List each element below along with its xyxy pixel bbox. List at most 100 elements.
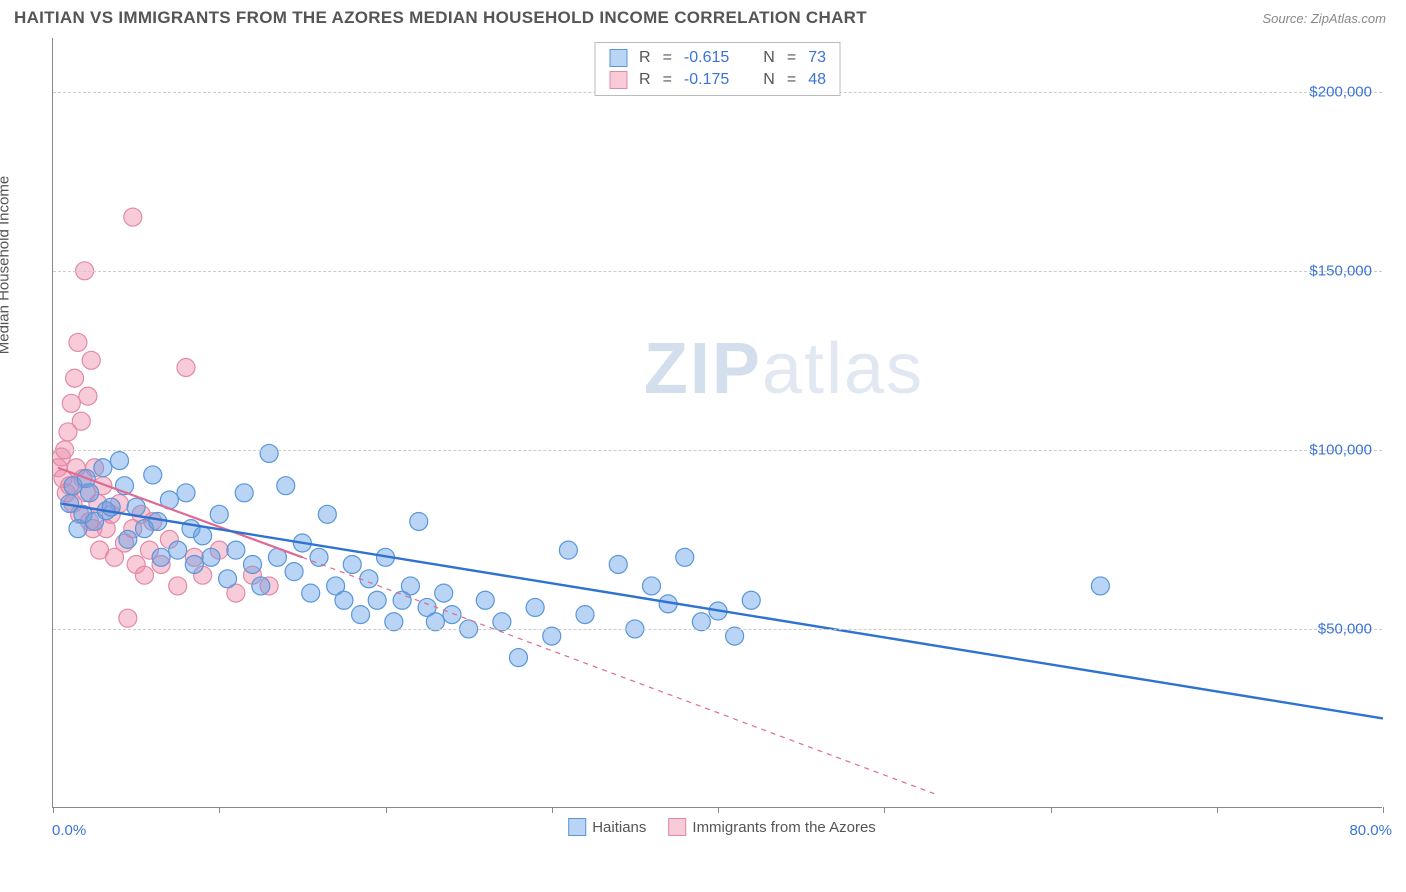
data-point bbox=[127, 498, 145, 516]
data-point bbox=[111, 452, 129, 470]
data-point bbox=[81, 512, 99, 530]
data-point bbox=[643, 577, 661, 595]
swatch-haitians-icon bbox=[568, 818, 586, 836]
data-point bbox=[182, 520, 200, 538]
data-point bbox=[435, 584, 453, 602]
data-point bbox=[72, 412, 90, 430]
data-point bbox=[66, 369, 84, 387]
data-point bbox=[74, 505, 92, 523]
data-point bbox=[59, 423, 77, 441]
watermark-bold: ZIP bbox=[644, 329, 762, 409]
data-point bbox=[106, 548, 124, 566]
data-point bbox=[77, 470, 95, 488]
data-point bbox=[260, 444, 278, 462]
data-point bbox=[368, 591, 386, 609]
r-value-haitians: -0.615 bbox=[684, 49, 729, 67]
correlation-stats-box: R = -0.615 N = 73 R = -0.175 N = 48 bbox=[594, 42, 841, 96]
swatch-azores-icon bbox=[609, 71, 627, 89]
data-point bbox=[119, 609, 137, 627]
data-point bbox=[659, 595, 677, 613]
data-point bbox=[135, 566, 153, 584]
data-point bbox=[67, 459, 85, 477]
data-point bbox=[64, 477, 82, 495]
data-point bbox=[343, 555, 361, 573]
data-point bbox=[79, 387, 97, 405]
data-point bbox=[335, 591, 353, 609]
data-point bbox=[302, 584, 320, 602]
data-point bbox=[227, 541, 245, 559]
data-point bbox=[559, 541, 577, 559]
data-point bbox=[293, 534, 311, 552]
gridline bbox=[53, 629, 1382, 630]
data-point bbox=[124, 520, 142, 538]
swatch-azores-icon bbox=[668, 818, 686, 836]
y-tick-label: $150,000 bbox=[1309, 262, 1372, 279]
y-tick-label: $50,000 bbox=[1318, 620, 1372, 637]
r-label: R bbox=[639, 49, 651, 67]
legend-label-azores: Immigrants from the Azores bbox=[692, 819, 875, 836]
data-point bbox=[152, 548, 170, 566]
data-point bbox=[1091, 577, 1109, 595]
data-point bbox=[169, 577, 187, 595]
data-point bbox=[277, 477, 295, 495]
data-point bbox=[194, 566, 212, 584]
data-point bbox=[61, 477, 79, 495]
eq: = bbox=[787, 49, 796, 67]
n-label: N bbox=[763, 71, 775, 89]
data-point bbox=[94, 459, 112, 477]
data-point bbox=[135, 520, 153, 538]
stats-row-azores: R = -0.175 N = 48 bbox=[609, 69, 826, 91]
regression-line bbox=[61, 504, 1383, 719]
data-point bbox=[53, 459, 67, 477]
y-axis-label: Median Household Income bbox=[0, 176, 13, 354]
data-point bbox=[61, 495, 79, 513]
chart-container: Median Household Income ZIPatlas R = -0.… bbox=[14, 38, 1392, 832]
data-point bbox=[169, 541, 187, 559]
data-point bbox=[194, 527, 212, 545]
data-point bbox=[210, 505, 228, 523]
gridline bbox=[53, 450, 1382, 451]
data-point bbox=[510, 649, 528, 667]
data-point bbox=[244, 566, 262, 584]
plot-area: ZIPatlas R = -0.615 N = 73 R = -0.175 N … bbox=[52, 38, 1382, 808]
x-max-label: 80.0% bbox=[1349, 822, 1392, 839]
eq: = bbox=[663, 49, 672, 67]
chart-header: HAITIAN VS IMMIGRANTS FROM THE AZORES ME… bbox=[0, 0, 1406, 32]
data-point bbox=[69, 520, 87, 538]
watermark-light: atlas bbox=[762, 329, 924, 409]
data-point bbox=[119, 530, 137, 548]
data-point bbox=[115, 534, 133, 552]
data-point bbox=[86, 512, 104, 530]
data-point bbox=[102, 505, 120, 523]
data-point bbox=[111, 495, 129, 513]
data-point bbox=[132, 505, 150, 523]
data-point bbox=[401, 577, 419, 595]
data-point bbox=[54, 470, 72, 488]
data-point bbox=[327, 577, 345, 595]
data-point bbox=[709, 602, 727, 620]
data-point bbox=[102, 498, 120, 516]
data-point bbox=[318, 505, 336, 523]
data-point bbox=[160, 491, 178, 509]
n-value-haitians: 73 bbox=[808, 49, 826, 67]
chart-title: HAITIAN VS IMMIGRANTS FROM THE AZORES ME… bbox=[14, 8, 867, 28]
y-tick-label: $100,000 bbox=[1309, 441, 1372, 458]
data-point bbox=[91, 541, 109, 559]
data-point bbox=[177, 358, 195, 376]
regression-line bbox=[302, 557, 934, 793]
data-point bbox=[393, 591, 411, 609]
data-point bbox=[71, 505, 89, 523]
eq: = bbox=[663, 71, 672, 89]
data-point bbox=[57, 484, 75, 502]
data-point bbox=[268, 548, 286, 566]
data-point bbox=[124, 208, 142, 226]
data-point bbox=[252, 577, 270, 595]
x-min-label: 0.0% bbox=[52, 822, 86, 839]
data-point bbox=[115, 477, 133, 495]
data-point bbox=[185, 555, 203, 573]
data-point bbox=[742, 591, 760, 609]
data-point bbox=[149, 512, 167, 530]
data-point bbox=[410, 512, 428, 530]
legend-item-azores: Immigrants from the Azores bbox=[668, 818, 875, 836]
y-tick-label: $200,000 bbox=[1309, 83, 1372, 100]
